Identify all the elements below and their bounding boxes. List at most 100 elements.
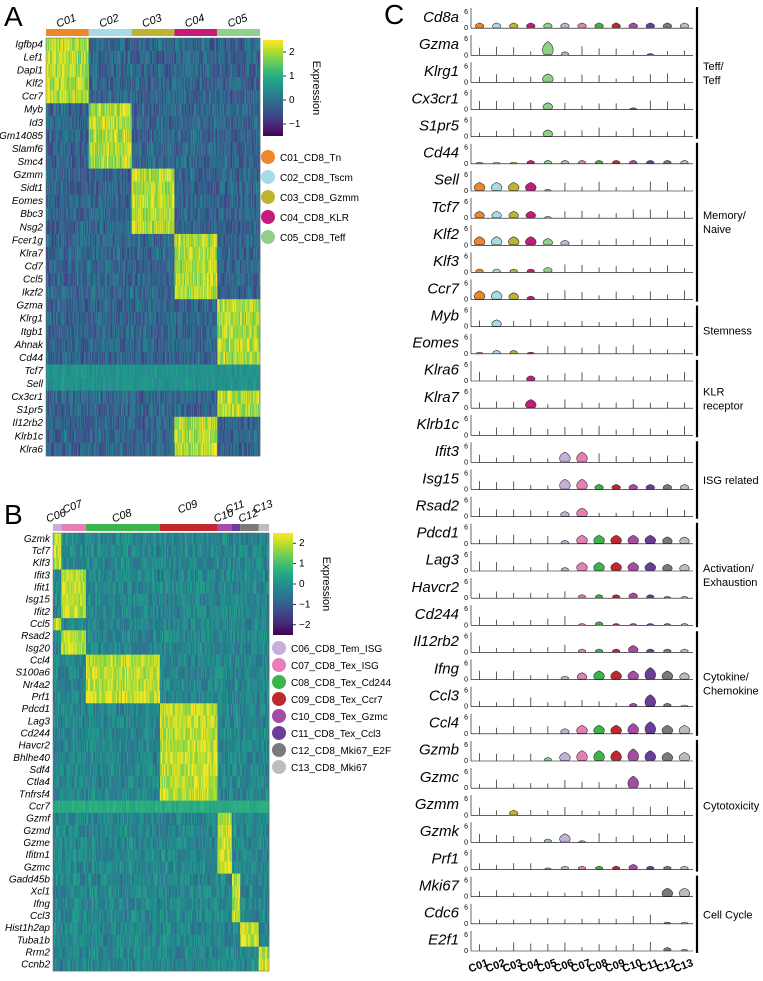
heatmap-cell [216,181,218,196]
heatmap-cell [161,116,164,130]
heatmap-cell [116,38,118,52]
heatmap-cell [172,220,174,235]
heatmap-cell [210,155,213,169]
heatmap-cell [81,103,83,117]
heatmap-cell [160,247,162,261]
heatmap-cell [210,194,212,209]
heatmap-cell [181,194,183,209]
heatmap-cell [193,129,195,143]
heatmap-cell [70,77,72,91]
heatmap-cell [112,142,114,156]
heatmap-cell [231,103,233,117]
heatmap-cell [67,247,69,261]
heatmap-cell [98,51,100,65]
heatmap-cell [56,142,58,156]
heatmap-cell [151,207,153,222]
heatmap-cell [74,129,76,143]
heatmap-cell [141,194,143,209]
heatmap-cell [193,77,195,91]
heatmap-cell [64,77,66,91]
heatmap-cell [74,38,76,52]
heatmap-cell [228,168,230,182]
heatmap-cell [138,247,140,261]
heatmap-cell [215,90,217,104]
heatmap-cell [133,181,135,196]
heatmap-cell [98,220,100,235]
heatmap-cell [134,116,136,130]
heatmap-cell [172,181,174,196]
heatmap-cell [180,142,182,156]
heatmap-cell [245,181,247,196]
heatmap-cell [224,220,227,235]
heatmap-cell [102,233,104,248]
heatmap-cell [98,38,100,52]
heatmap-cell [187,77,189,91]
heatmap-cell [243,194,245,209]
heatmap-cell [195,103,197,117]
heatmap-cell [256,207,258,222]
heatmap-cell [235,247,237,261]
heatmap-cell [203,181,205,196]
heatmap-cell [241,142,243,156]
heatmap-cell [61,194,63,209]
heatmap-cell [80,64,82,78]
heatmap-cell [195,181,197,196]
heatmap-cell [141,168,143,182]
heatmap-cell [57,64,59,78]
heatmap-cell [146,116,148,130]
heatmap-cell [118,155,120,169]
heatmap-cell [155,64,157,78]
heatmap-cell [185,155,187,169]
heatmap-cell [236,181,238,196]
heatmap-cell [104,129,106,143]
heatmap-cell [71,207,73,222]
heatmap-cell [238,116,241,130]
heatmap-cell [103,207,105,222]
heatmap-cell [92,181,94,196]
heatmap-cell [236,168,238,182]
heatmap-cell [152,142,154,156]
heatmap-cell [217,155,219,169]
heatmap-cell [60,181,62,196]
heatmap-cell [182,247,185,261]
heatmap-cell [82,77,84,91]
heatmap-cell [135,207,137,222]
heatmap-cell [136,116,138,130]
heatmap-cell [49,38,51,52]
heatmap-cell [172,181,174,196]
heatmap-cell [115,220,117,235]
heatmap-cell [167,207,169,222]
heatmap-cell [122,77,124,91]
heatmap-cell [126,103,128,117]
heatmap-cell [98,64,100,78]
heatmap-cell [130,129,132,143]
heatmap-cell [118,129,120,143]
heatmap-cell [203,64,206,78]
heatmap-cell [187,38,189,52]
heatmap-cell [216,155,218,169]
heatmap-cell [196,90,198,104]
heatmap-cell [133,247,135,261]
heatmap-cell [74,51,76,65]
heatmap-cell [166,168,168,182]
heatmap-cell [190,142,192,156]
heatmap-cell [249,194,251,209]
heatmap-cell [203,155,205,169]
heatmap-cell [215,116,217,130]
heatmap-cell [235,247,237,261]
heatmap-cell [224,207,227,222]
heatmap-cell [248,129,250,143]
heatmap-cell [180,38,182,52]
heatmap-cell [195,155,197,169]
heatmap-cell [62,155,64,169]
heatmap-cell [252,38,255,52]
heatmap-cell [160,142,162,156]
heatmap-cell [56,194,58,209]
heatmap-cell [116,51,118,65]
heatmap-cell [180,64,182,78]
heatmap-cell [190,233,192,248]
heatmap-cell [116,194,118,209]
heatmap-cell [257,181,259,196]
heatmap-cell [184,103,186,117]
heatmap-cell [258,233,260,248]
